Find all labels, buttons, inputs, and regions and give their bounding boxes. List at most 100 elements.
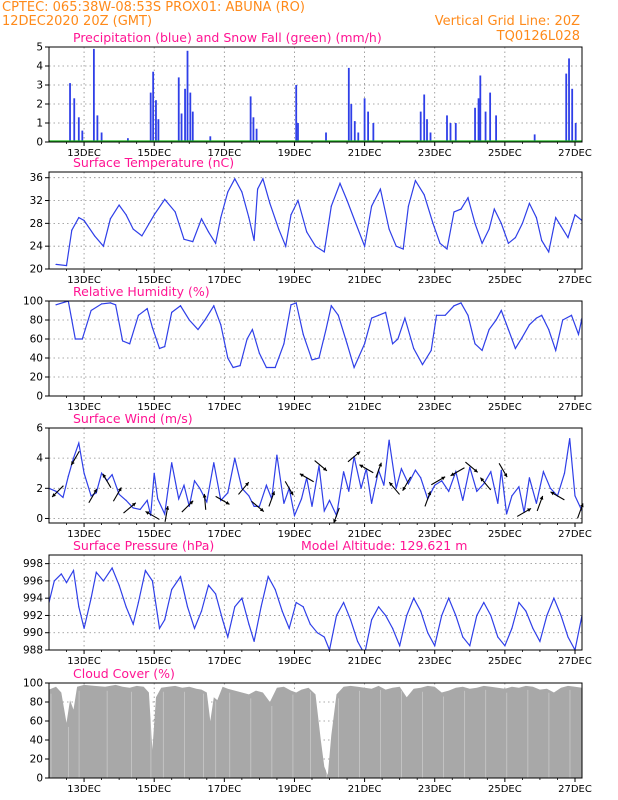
x-tick-label: 17DEC bbox=[207, 148, 241, 159]
y-tick-label: 0 bbox=[36, 391, 43, 403]
pres-data-point bbox=[511, 627, 513, 630]
y-tick-label: 100 bbox=[23, 678, 43, 690]
rh-data-point bbox=[179, 305, 182, 307]
temp-data-point bbox=[407, 205, 410, 207]
precip-bar bbox=[189, 92, 192, 142]
wind-data-point bbox=[183, 484, 185, 486]
pres-data-point bbox=[200, 610, 203, 612]
pres-data-point bbox=[72, 569, 75, 572]
pres-data-point bbox=[186, 606, 189, 608]
temp-data-point bbox=[488, 228, 490, 230]
temp-data-point bbox=[278, 228, 280, 230]
temp-data-point bbox=[83, 219, 85, 222]
wind-arrow bbox=[102, 473, 112, 488]
wind-arrow bbox=[181, 500, 194, 513]
rh-data-point bbox=[74, 338, 76, 340]
temp-data-point bbox=[200, 218, 203, 220]
wind-data-point bbox=[111, 474, 113, 476]
panel-frame bbox=[48, 682, 583, 779]
precip-bar bbox=[81, 130, 84, 142]
y-tick-label: 2 bbox=[36, 99, 43, 111]
pres-data-point bbox=[356, 640, 359, 642]
pres-data-point bbox=[385, 614, 387, 617]
y-tick-label: 0 bbox=[36, 513, 43, 525]
wind-arrow bbox=[314, 460, 328, 472]
temp-data-point bbox=[314, 245, 317, 247]
pres-data-point bbox=[241, 597, 243, 599]
x-tick-label: 19DEC bbox=[278, 148, 312, 159]
temp-data-point bbox=[535, 217, 538, 219]
pres-data-point bbox=[193, 627, 196, 630]
rh-title: Relative Humidity (%) bbox=[73, 284, 210, 299]
precip-bar bbox=[96, 115, 99, 142]
x-tick-label: 13DEC bbox=[67, 402, 101, 413]
pres-data-point bbox=[349, 619, 352, 621]
precip-bar bbox=[252, 117, 255, 142]
wind-arrow bbox=[550, 491, 565, 501]
pres-data-point bbox=[125, 606, 127, 608]
pres-data-point bbox=[221, 619, 224, 621]
x-tick-label: 23DEC bbox=[418, 275, 452, 286]
y-tick-label: 60 bbox=[30, 334, 43, 346]
pres-data-point bbox=[448, 597, 450, 599]
rh-data-point bbox=[213, 305, 215, 307]
rh-data-point bbox=[109, 302, 111, 304]
x-tick-label: 27DEC bbox=[558, 275, 592, 286]
panel-frame bbox=[48, 427, 583, 524]
rh-data-point bbox=[227, 357, 229, 359]
wind-arrow bbox=[333, 507, 340, 524]
wind-data-point bbox=[265, 484, 268, 486]
wind-data-point bbox=[234, 457, 236, 459]
temp-data-point bbox=[220, 217, 222, 219]
precip-bar bbox=[152, 71, 155, 142]
x-tick-label: 27DEC bbox=[558, 656, 592, 667]
rh-data-point bbox=[363, 343, 366, 345]
temp-data-point bbox=[548, 251, 550, 253]
rh-data-point bbox=[528, 324, 531, 326]
rh-data-point bbox=[295, 302, 297, 304]
wind-data-point bbox=[199, 487, 201, 489]
rh-data-point bbox=[129, 343, 131, 345]
pres-data-point bbox=[427, 632, 429, 634]
precip-bar bbox=[209, 136, 212, 142]
temp-data-point bbox=[574, 214, 576, 216]
rh-data-point bbox=[371, 317, 373, 319]
pres-data-point bbox=[316, 632, 318, 634]
y-tick-label: 998 bbox=[23, 558, 43, 570]
rh-data-point bbox=[453, 305, 455, 307]
rh-data-point bbox=[337, 314, 339, 316]
temp-data-point bbox=[164, 198, 166, 200]
wind-arrow-head bbox=[550, 491, 555, 496]
precip-bar bbox=[363, 98, 366, 142]
rh-data-point bbox=[55, 304, 57, 306]
rh-data-point bbox=[514, 347, 516, 350]
precip-bar bbox=[295, 85, 298, 142]
temp-data-point bbox=[474, 222, 476, 224]
wind-arrow bbox=[123, 502, 137, 514]
wind-data-point bbox=[67, 475, 69, 477]
wind-arrow bbox=[164, 505, 170, 522]
pres-data-point bbox=[171, 588, 173, 591]
wind-data-point bbox=[188, 505, 190, 508]
temp-data-point bbox=[269, 202, 271, 204]
wind-arrow-head bbox=[378, 462, 382, 467]
precip-bar bbox=[454, 123, 457, 142]
x-tick-label: 15DEC bbox=[137, 275, 171, 286]
pres-data-point bbox=[151, 580, 154, 582]
rh-data-point bbox=[122, 340, 124, 342]
temp-data-point bbox=[500, 222, 502, 224]
rh-data-point bbox=[290, 304, 292, 306]
wind-arrow bbox=[251, 500, 265, 512]
panel-cloud: 0 20 40 60 80 100 13DEC 15DEC 17DEC 19DEC 21DEC 23D… bbox=[23, 666, 592, 795]
pres-data-point bbox=[281, 610, 283, 612]
rh-data-point bbox=[507, 328, 509, 331]
x-tick-label: 15DEC bbox=[137, 784, 171, 795]
rh-data-point bbox=[421, 364, 424, 366]
wind-data-point bbox=[348, 490, 350, 492]
panel-wind: 0 2 4 6 13DEC 15DEC 17DEC 19DEC 21DEC 23DEC 25DEC 2… bbox=[36, 411, 592, 540]
rh-data-point bbox=[246, 338, 248, 340]
wind-data-point bbox=[383, 484, 385, 486]
rh-data-point bbox=[302, 333, 304, 335]
temp-data-point bbox=[507, 242, 509, 244]
temp-data-point bbox=[290, 214, 292, 216]
